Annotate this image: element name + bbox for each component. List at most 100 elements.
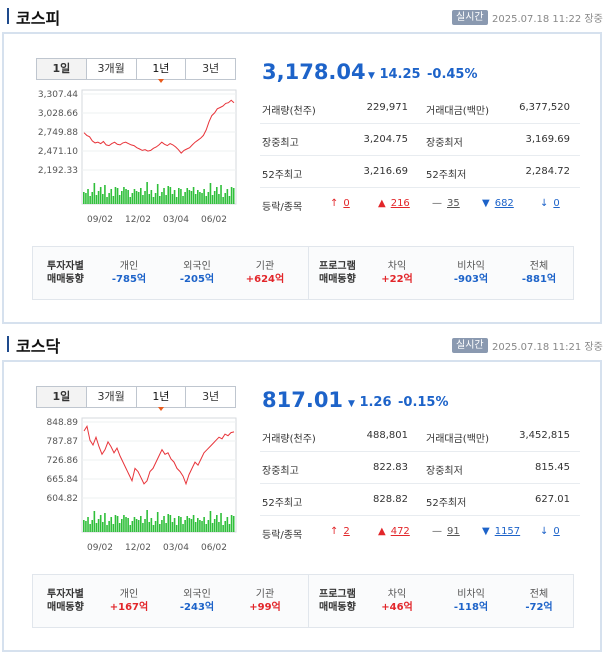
tab-1y[interactable]: 1년 [136, 387, 187, 407]
week52-low-label: 52주최저 [426, 498, 467, 509]
realtime-badge: 실시간 [452, 338, 488, 353]
market-box: 1일 3개월 1년 3년 848.89 787.87 726.86 665.84 604… [2, 360, 602, 652]
volume-bar [230, 187, 233, 204]
volume-bar [108, 193, 110, 204]
tab-1d[interactable]: 1일 [37, 387, 87, 407]
x-tick-label: 09/02 [87, 215, 113, 225]
volume-bar [125, 517, 127, 532]
volume-bar [161, 520, 163, 532]
volume-bar [186, 188, 189, 204]
stat-row: 거래량(천주) 229,971 거래대금(백만) 6,377,520 [260, 92, 580, 124]
market-box: 1일 3개월 1년 3년 3,307.44 3,028.66 2,749.88 2,4… [2, 32, 602, 324]
volume-bar [197, 518, 199, 532]
tab-3m[interactable]: 3개월 [86, 387, 137, 407]
x-tick-label: 06/02 [201, 215, 227, 225]
falling-count[interactable]: ▼ 1157 [482, 526, 521, 537]
volume-bar [87, 189, 89, 204]
amount-label: 거래대금(백만) [426, 434, 490, 445]
tab-3y[interactable]: 3년 [186, 387, 235, 407]
volume-bar [182, 524, 184, 532]
volume-bar [173, 518, 176, 532]
upper-limit-count[interactable]: ↑ 0 [330, 198, 350, 209]
volume-bar [87, 517, 89, 532]
total-flow: 전체 -72억 [525, 589, 553, 613]
upper-limit-count[interactable]: ↑ 2 [330, 526, 350, 537]
volume-bar [188, 190, 191, 204]
y-tick-label: 3,307.44 [38, 90, 78, 100]
lower-limit-count[interactable]: ↓ 0 [540, 526, 560, 537]
volume-bar [154, 521, 157, 532]
total-flow: 전체 -881억 [521, 261, 557, 285]
rising-count[interactable]: ▲ 216 [378, 198, 410, 209]
volume-bar [131, 193, 134, 204]
volume-bar [129, 525, 132, 532]
flat-count[interactable]: —91 [432, 526, 460, 537]
falling-icon: ▼ [482, 526, 490, 537]
trading-flow-box: 투자자별 매매동향 개인 +167억 외국인 -243억 기관 +99억 프로그램 매매동… [32, 574, 574, 628]
week52-high-value: 3,216.69 [363, 166, 408, 177]
non-arbitrage-flow: 비차익 -118억 [453, 589, 489, 613]
amount-label: 거래대금(백만) [426, 106, 490, 117]
price-line [83, 425, 235, 486]
falling-count[interactable]: ▼ 682 [482, 198, 514, 209]
falling-icon: ▼ [482, 198, 490, 209]
volume-bar [116, 188, 119, 204]
tab-1d[interactable]: 1일 [37, 59, 87, 79]
price-line [83, 99, 235, 154]
volume-bar [207, 520, 210, 532]
volume-bar [106, 525, 108, 532]
rising-icon: ▲ [378, 198, 386, 209]
stat-row: 52주최고 3,216.69 52주최저 2,284.72 [260, 156, 580, 188]
market-title[interactable]: 코스닥 [16, 337, 61, 356]
volume-bar [211, 195, 214, 204]
volume-bar [85, 193, 87, 204]
flat-count[interactable]: —35 [432, 198, 460, 209]
tab-1y[interactable]: 1년 [136, 59, 187, 79]
stat-row-breadth: 등락/종목 ↑ 0 ▲ 216 —35 ▼ 682 ↓ 0 [260, 188, 580, 220]
volume-bar [118, 523, 121, 532]
volume-bar [169, 187, 172, 204]
x-tick-label: 12/02 [125, 543, 151, 553]
volume-bar [165, 195, 167, 204]
rising-count[interactable]: ▲ 472 [378, 526, 410, 537]
tab-3m[interactable]: 3개월 [86, 59, 137, 79]
volume-bar [171, 194, 174, 204]
volume-bar [144, 191, 146, 204]
program-flow-header: 프로그램 매매동향 [319, 261, 356, 285]
stat-row: 장중최고 822.83 장중최저 815.45 [260, 452, 580, 484]
volume-bar [207, 192, 210, 204]
intraday-high-label: 장중최고 [262, 138, 299, 149]
change-value: ▼ 1.26 [348, 395, 392, 410]
x-tick-label: 03/04 [163, 215, 189, 225]
change-percent: -0.15% [398, 395, 449, 410]
down-arrow-icon: ▼ [368, 71, 375, 81]
volume-bar [127, 190, 129, 204]
volume-bar [184, 520, 186, 532]
lower-limit-count[interactable]: ↓ 0 [540, 198, 560, 209]
institution-flow: 기관 +99억 [249, 589, 281, 613]
volume-bar [163, 516, 165, 532]
volume-bar [167, 186, 170, 204]
realtime-badge: 실시간 [452, 10, 488, 25]
stat-grid: 거래량(천주) 488,801 거래대금(백만) 3,452,815 장중최고 … [260, 420, 580, 548]
volume-bar [142, 523, 144, 532]
volume-bar [104, 513, 106, 532]
change-points: 14.25 [379, 67, 421, 82]
volume-bar [163, 188, 165, 204]
volume-bar [159, 196, 161, 204]
x-tick-label: 06/02 [201, 543, 227, 553]
y-tick-label: 2,192.33 [38, 166, 78, 176]
volume-bar [127, 518, 129, 532]
tab-3y[interactable]: 3년 [186, 59, 235, 79]
volume-bar [129, 197, 132, 204]
volume-bar [156, 512, 159, 532]
volume-bar [125, 189, 127, 204]
volume-bar [209, 183, 212, 204]
volume-bar [203, 189, 205, 204]
intraday-low-label: 장중최저 [426, 466, 463, 477]
week52-high-label: 52주최고 [262, 498, 303, 509]
market-title[interactable]: 코스피 [16, 9, 61, 28]
week52-high-label: 52주최고 [262, 170, 303, 181]
flat-icon: — [432, 198, 442, 209]
volume-bar [142, 195, 144, 204]
